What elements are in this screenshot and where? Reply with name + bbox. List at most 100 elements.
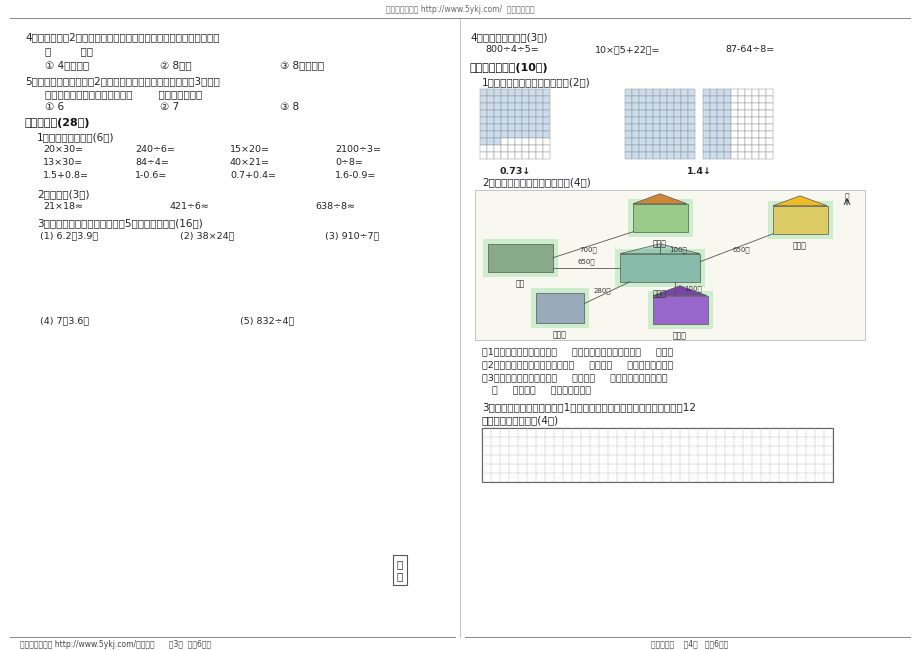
Bar	[680, 117, 687, 124]
Text: ③ 8平方分米: ③ 8平方分米	[279, 60, 323, 70]
Text: （     ）方走（     ）米就回到家。: （ ）方走（ ）米就回到家。	[492, 387, 590, 396]
Bar	[766, 110, 772, 117]
Bar	[521, 89, 528, 96]
Bar	[645, 124, 652, 131]
Bar	[624, 89, 631, 96]
Bar	[659, 110, 666, 117]
Text: (1) 6.2＋3.9＝: (1) 6.2＋3.9＝	[40, 232, 98, 240]
Text: 40×21=: 40×21=	[230, 158, 269, 167]
Bar	[632, 204, 687, 232]
Bar	[486, 152, 494, 159]
Bar	[486, 131, 494, 138]
Bar	[645, 145, 652, 152]
Bar	[507, 138, 515, 145]
Bar	[744, 110, 751, 117]
Bar	[536, 138, 542, 145]
Bar	[631, 110, 639, 117]
Bar	[702, 110, 709, 117]
Bar	[486, 117, 494, 124]
Text: 体育馆: 体育馆	[673, 332, 686, 341]
Text: 五、动手操作。(10分): 五、动手操作。(10分)	[470, 63, 548, 73]
Bar	[652, 138, 659, 145]
Bar	[659, 117, 666, 124]
Bar	[766, 96, 772, 103]
Bar	[731, 138, 737, 145]
Bar	[674, 124, 680, 131]
Bar	[687, 124, 694, 131]
Bar	[731, 110, 737, 117]
Text: 三年级数学    第4页   （共6页）: 三年级数学 第4页 （共6页）	[651, 640, 728, 649]
Bar	[515, 110, 521, 117]
Text: 学校: 学校	[515, 280, 524, 289]
Bar	[652, 89, 659, 96]
Bar	[528, 103, 536, 110]
Bar	[744, 124, 751, 131]
Bar	[624, 138, 631, 145]
Bar	[631, 152, 639, 159]
Bar	[731, 117, 737, 124]
Polygon shape	[619, 244, 699, 254]
Bar	[645, 131, 652, 138]
Bar	[521, 110, 528, 117]
Bar	[767, 201, 832, 239]
Bar	[758, 117, 766, 124]
Bar	[751, 117, 758, 124]
Text: 1-0.6=: 1-0.6=	[135, 171, 167, 180]
Bar	[674, 110, 680, 117]
Bar	[723, 145, 731, 152]
Bar	[645, 138, 652, 145]
Bar	[758, 131, 766, 138]
Bar	[501, 138, 507, 145]
Text: 3、列竖式计算下面各题，第（5）小题要验算。(16分): 3、列竖式计算下面各题，第（5）小题要验算。(16分)	[37, 218, 202, 227]
Bar	[507, 117, 515, 124]
Bar	[494, 110, 501, 117]
Text: 1、直接写出得数。(6分): 1、直接写出得数。(6分)	[37, 132, 114, 142]
Bar	[631, 145, 639, 152]
Bar	[680, 89, 687, 96]
Bar	[652, 152, 659, 159]
Bar	[702, 103, 709, 110]
Bar	[494, 117, 501, 124]
Bar	[723, 152, 731, 159]
Bar	[737, 145, 744, 152]
Bar	[766, 124, 772, 131]
Bar	[758, 103, 766, 110]
Text: 1、看小数涂上你喜欢的颜色。(2分): 1、看小数涂上你喜欢的颜色。(2分)	[482, 77, 590, 87]
Bar	[723, 110, 731, 117]
Text: 1.6-0.9=: 1.6-0.9=	[335, 171, 376, 180]
Bar	[758, 96, 766, 103]
Bar	[674, 103, 680, 110]
Bar	[652, 103, 659, 110]
Bar	[494, 145, 501, 152]
Bar	[542, 124, 550, 131]
Bar	[731, 145, 737, 152]
Bar	[542, 96, 550, 103]
Bar	[659, 89, 666, 96]
Bar	[709, 89, 716, 96]
Bar	[716, 145, 723, 152]
Bar	[624, 124, 631, 131]
Bar	[666, 124, 674, 131]
Bar	[528, 152, 536, 159]
Bar	[674, 138, 680, 145]
Bar	[645, 103, 652, 110]
Bar	[521, 117, 528, 124]
Bar	[716, 96, 723, 103]
Bar	[619, 254, 699, 281]
Text: 0.7+0.4=: 0.7+0.4=	[230, 171, 276, 180]
Bar	[507, 96, 515, 103]
Bar	[751, 145, 758, 152]
Bar	[528, 124, 536, 131]
Bar	[737, 124, 744, 131]
Bar	[480, 103, 486, 110]
Bar	[501, 89, 507, 96]
Bar	[772, 206, 827, 234]
Bar	[530, 288, 588, 328]
Bar	[494, 124, 501, 131]
Bar	[647, 291, 712, 329]
Bar	[702, 131, 709, 138]
Bar	[652, 124, 659, 131]
Bar	[744, 138, 751, 145]
Bar	[528, 117, 536, 124]
Text: ② 7: ② 7	[160, 102, 179, 112]
